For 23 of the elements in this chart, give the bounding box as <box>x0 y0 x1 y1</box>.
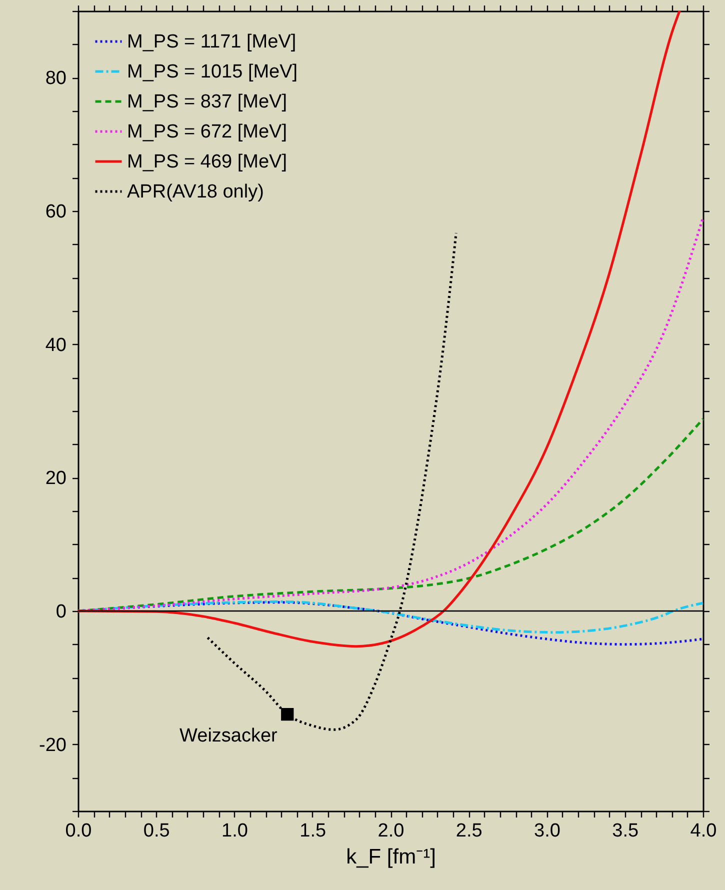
legend-label: APR(AV18 only) <box>127 182 264 202</box>
y-tick-label: 20 <box>45 468 66 490</box>
y-tick-label: -20 <box>39 734 66 756</box>
x-tick-label: 2.0 <box>378 820 404 842</box>
x-tick-label: 3.0 <box>534 820 560 842</box>
x-tick-label: 3.5 <box>612 820 639 842</box>
x-tick-label: 0.0 <box>65 820 92 842</box>
legend-label: M_PS = 1015 [MeV] <box>127 62 298 82</box>
y-tick-label: 0 <box>56 602 66 622</box>
legend-label: M_PS = 1171 [MeV] <box>127 32 296 52</box>
x-tick-label: 4.0 <box>690 820 717 842</box>
y-tick-label: 60 <box>45 202 66 222</box>
x-tick-label: 2.5 <box>456 820 482 842</box>
x-axis-title: k_F [fm⁻¹] <box>346 846 436 868</box>
y-tick-label: 80 <box>45 68 66 90</box>
x-tick-label: 1.5 <box>300 820 326 842</box>
x-tick-label: 0.5 <box>143 820 170 842</box>
x-tick-label: 1.0 <box>222 820 248 842</box>
legend-label: M_PS = 469 [MeV] <box>127 152 287 172</box>
y-tick-label: 40 <box>45 334 66 356</box>
annotation: Weizsacker <box>180 725 278 746</box>
legend-label: M_PS = 837 [MeV] <box>127 92 287 112</box>
legend-label: M_PS = 672 [MeV] <box>127 122 287 142</box>
